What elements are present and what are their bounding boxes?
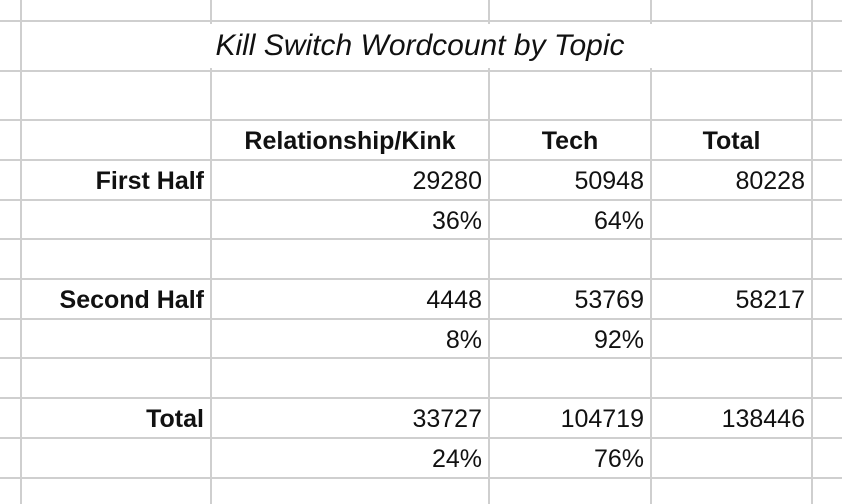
cell-first-half-relationship-pct[interactable]: 36% [431,206,482,235]
cell-second-half-relationship-pct[interactable]: 8% [445,325,482,354]
header-relationship[interactable]: Relationship/Kink [244,126,456,155]
column-divider [20,0,22,504]
column-divider [811,0,813,504]
cell-first-half-tech-pct[interactable]: 64% [593,206,644,235]
row-divider [0,397,842,399]
cell-total-relationship[interactable]: 33727 [412,404,482,433]
column-divider [488,0,490,504]
header-tech[interactable]: Tech [541,126,599,155]
row-label-second-half[interactable]: Second Half [59,285,204,314]
column-divider [650,0,652,504]
column-divider [210,0,212,504]
cell-first-half-total[interactable]: 80228 [735,166,805,195]
cell-total-tech-pct[interactable]: 76% [593,444,644,473]
row-divider [0,278,842,280]
cell-second-half-tech-pct[interactable]: 92% [593,325,644,354]
row-label-total[interactable]: Total [146,404,204,433]
row-divider [0,119,842,121]
row-divider [0,318,842,320]
row-divider [0,357,842,359]
row-divider [0,477,842,479]
cell-second-half-tech[interactable]: 53769 [574,285,644,314]
sheet-title[interactable]: Kill Switch Wordcount by Topic [150,24,690,68]
row-divider [0,20,842,22]
cell-first-half-relationship[interactable]: 29280 [412,166,482,195]
row-divider [0,70,842,72]
cell-total-relationship-pct[interactable]: 24% [431,444,482,473]
cell-total-tech[interactable]: 104719 [560,404,644,433]
row-divider [0,238,842,240]
row-divider [0,437,842,439]
cell-first-half-tech[interactable]: 50948 [574,166,644,195]
cell-second-half-relationship[interactable]: 4448 [426,285,482,314]
cell-second-half-total[interactable]: 58217 [735,285,805,314]
row-divider [0,199,842,201]
row-divider [0,159,842,161]
row-label-first-half[interactable]: First Half [95,166,204,195]
cell-total-total[interactable]: 138446 [721,404,805,433]
header-total[interactable]: Total [702,126,761,155]
